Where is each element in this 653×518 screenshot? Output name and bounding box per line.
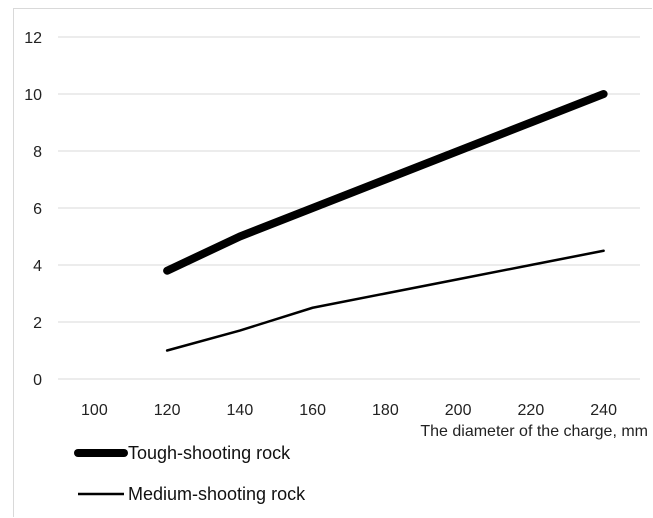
x-tick-label: 200 xyxy=(445,402,472,419)
x-tick-label: 180 xyxy=(372,402,399,419)
legend: Tough-shooting rock Medium-shooting rock xyxy=(74,443,306,504)
x-tick-label: 140 xyxy=(227,402,254,419)
y-tick-label: 10 xyxy=(24,87,42,104)
x-tick-label: 100 xyxy=(81,402,108,419)
gridlines xyxy=(58,36,640,380)
x-tick-label: 240 xyxy=(590,402,617,419)
y-tick-label: 8 xyxy=(33,144,42,161)
series-line-medium xyxy=(165,249,605,352)
y-axis-ticks: 0 2 4 6 8 10 12 xyxy=(24,30,42,389)
y-tick-label: 12 xyxy=(24,30,42,47)
x-tick-label: 120 xyxy=(154,402,181,419)
y-tick-label: 0 xyxy=(33,372,42,389)
y-tick-label: 2 xyxy=(33,315,42,332)
x-tick-label: 160 xyxy=(299,402,326,419)
x-tick-label: 220 xyxy=(518,402,545,419)
y-tick-label: 4 xyxy=(33,258,42,275)
legend-label-medium: Medium-shooting rock xyxy=(128,484,306,504)
legend-label-tough: Tough-shooting rock xyxy=(128,443,291,463)
chart-frame xyxy=(13,8,652,517)
series-lines xyxy=(163,90,608,352)
x-axis-ticks: 100 120 140 160 180 200 220 240 xyxy=(81,402,617,419)
series-line-tough xyxy=(163,90,608,275)
x-axis-label: The diameter of the charge, mm xyxy=(420,423,648,440)
y-tick-label: 6 xyxy=(33,201,42,218)
